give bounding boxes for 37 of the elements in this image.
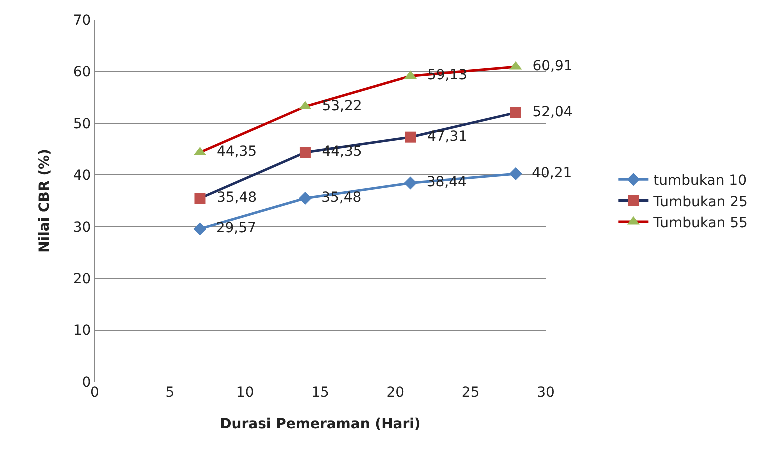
point [509, 168, 522, 181]
y-tick-label: 40 [73, 168, 92, 184]
x-tick-label: 20 [386, 385, 405, 401]
data-label: 35,48 [208, 190, 258, 206]
x-tick-label: 5 [166, 385, 175, 401]
y-tick-label: 30 [73, 220, 92, 236]
point [404, 176, 418, 190]
x-tick-label: 10 [236, 385, 254, 401]
y-tick-label: 20 [73, 271, 92, 288]
point [194, 193, 206, 204]
x-tick-label: 30 [537, 385, 555, 401]
point [300, 147, 311, 158]
x-axis-title: Durasi Pemeraman (Hari) [220, 416, 421, 432]
point [510, 107, 522, 118]
data-label: 29,57 [207, 220, 256, 237]
x-tick-label: 25 [462, 385, 480, 401]
y-tick-label: 60 [73, 64, 92, 81]
data-label: 47,31 [418, 128, 468, 145]
x-tick-label: 15 [312, 385, 330, 401]
data-label: 44,35 [313, 144, 362, 160]
legend-label: Tumbukan 55 [652, 215, 748, 232]
y-tick-label: 70 [73, 12, 92, 29]
data-label: 53,22 [313, 98, 362, 114]
data-label: 60,91 [524, 58, 573, 75]
y-axis-title: Nilai CBR (%) [36, 149, 53, 253]
y-tick-label: 0 [82, 374, 92, 391]
y-tick-label: 10 [73, 323, 92, 340]
legend-label: tumbukan 10 [654, 173, 747, 190]
point [298, 192, 312, 206]
point [194, 222, 207, 236]
point [405, 132, 416, 143]
data-label: 40,21 [523, 166, 572, 182]
y-tick-label: 50 [73, 116, 92, 132]
data-label: 35,48 [312, 190, 362, 206]
data-label: 44,35 [208, 144, 258, 160]
legend-label: Tumbukan 25 [652, 194, 748, 210]
data-label: 52,04 [524, 104, 573, 120]
